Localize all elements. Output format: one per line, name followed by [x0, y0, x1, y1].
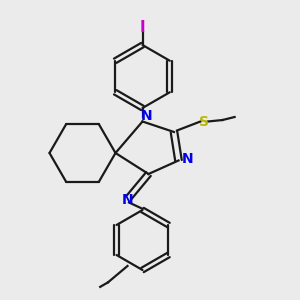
Text: I: I — [140, 20, 145, 35]
Text: S: S — [199, 115, 209, 128]
Text: N: N — [122, 193, 133, 207]
Text: N: N — [141, 109, 152, 123]
Text: N: N — [182, 152, 193, 166]
